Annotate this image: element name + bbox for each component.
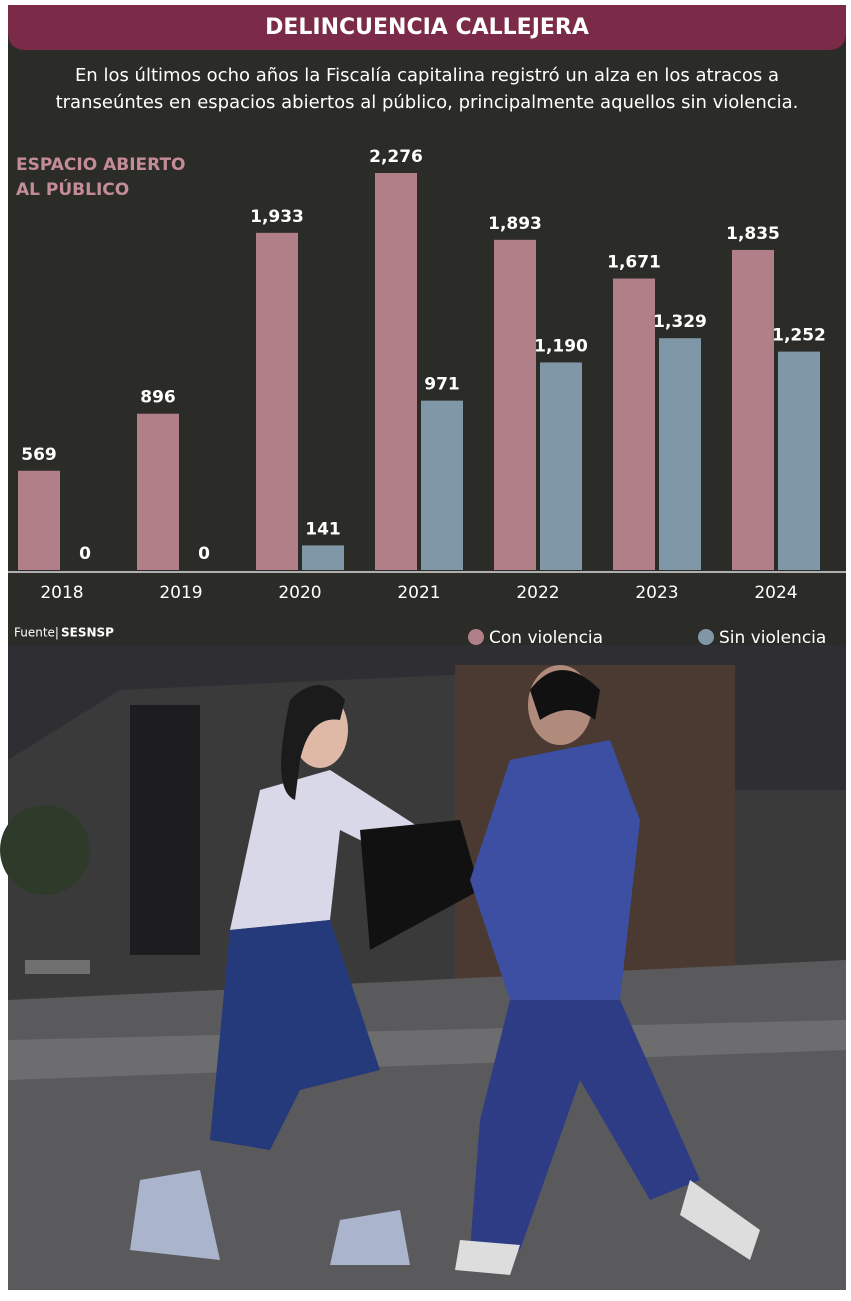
bar: [302, 545, 344, 570]
infographic: DELINCUENCIA CALLEJERA En los últimos oc…: [0, 0, 851, 1297]
value-label: 1,671: [607, 253, 661, 273]
value-label: 1,835: [726, 224, 780, 244]
subtitle: transeúntes en espacios abiertos al públ…: [56, 92, 799, 113]
bar: [659, 338, 701, 570]
value-label: 1,190: [534, 336, 588, 356]
x-tick-label: 2021: [397, 583, 440, 603]
value-label: 141: [305, 519, 341, 539]
value-label: 1,329: [653, 312, 707, 332]
illustration: [0, 645, 846, 1290]
value-label: 2,276: [369, 147, 423, 167]
source: SESNSP: [61, 626, 114, 640]
x-tick-label: 2020: [278, 583, 321, 603]
source-label: Fuente|: [14, 626, 59, 640]
value-label: 971: [424, 375, 460, 395]
bar: [375, 173, 417, 570]
subtitle: En los últimos ocho años la Fiscalía cap…: [75, 65, 779, 86]
value-label: 569: [21, 445, 57, 465]
bar: [137, 414, 179, 570]
legend-label: Sin violencia: [719, 628, 826, 648]
x-tick-label: 2023: [635, 583, 678, 603]
value-label: 1,893: [488, 214, 542, 234]
x-tick-label: 2018: [40, 583, 83, 603]
panel-label: ESPACIO ABIERTO: [16, 155, 186, 175]
bar: [256, 233, 298, 570]
value-label: 0: [198, 544, 210, 564]
x-tick-label: 2022: [516, 583, 559, 603]
legend-swatch: [698, 629, 714, 645]
bar: [732, 250, 774, 570]
chart-title: DELINCUENCIA CALLEJERA: [265, 15, 589, 40]
value-label: 1,252: [772, 326, 826, 346]
bar: [421, 401, 463, 570]
bar: [613, 279, 655, 570]
bar: [494, 240, 536, 570]
legend-label: Con violencia: [489, 628, 603, 648]
bar: [18, 471, 60, 570]
value-label: 1,933: [250, 207, 304, 227]
value-label: 896: [140, 388, 176, 408]
panel-label: AL PÚBLICO: [16, 178, 129, 200]
legend-swatch: [468, 629, 484, 645]
x-tick-label: 2019: [159, 583, 202, 603]
bar: [540, 362, 582, 570]
bar: [778, 352, 820, 570]
value-label: 0: [79, 544, 91, 564]
x-tick-label: 2024: [754, 583, 797, 603]
